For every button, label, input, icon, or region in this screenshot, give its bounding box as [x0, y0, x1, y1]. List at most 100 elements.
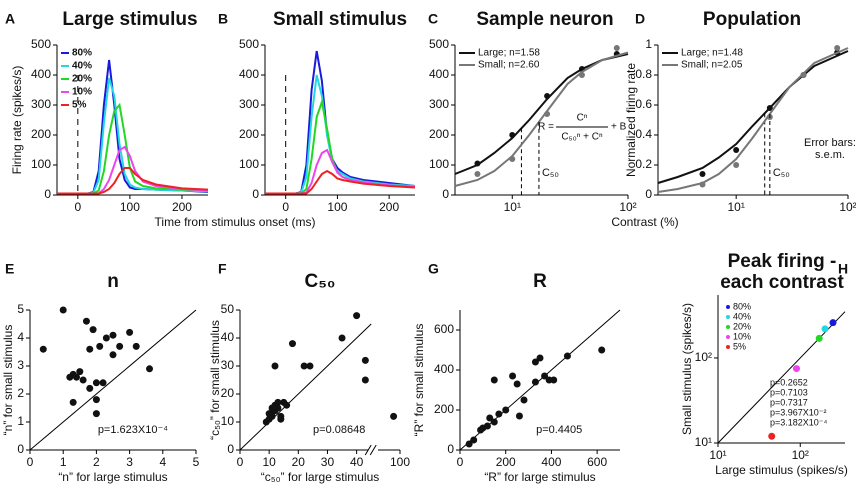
chart-title: Peak firing -	[728, 251, 837, 272]
x-tick-label: 200	[379, 200, 399, 214]
data-point	[465, 440, 473, 448]
panel-label: H	[838, 261, 848, 277]
identity-line	[239, 323, 372, 451]
x-tick-label: 0	[74, 200, 81, 214]
y-tick-label: 50	[221, 302, 235, 316]
data-point	[520, 396, 528, 404]
x-tick-label: 30	[321, 455, 335, 469]
y-tick-label: 5	[17, 302, 24, 316]
data-point	[92, 396, 100, 404]
legend-label: 5%	[72, 100, 87, 111]
legend-label: Large; n=1.48	[681, 48, 743, 59]
y-axis-label: Small stimulus (spikes/s)	[680, 303, 694, 435]
y-tick-label: 0.4	[635, 127, 652, 141]
data-point	[513, 380, 521, 388]
equation: Cⁿ	[577, 113, 588, 124]
data-point	[509, 372, 517, 380]
p-value: p=3.967X10⁻²	[770, 407, 827, 417]
x-tick-label: 200	[496, 455, 516, 469]
legend-label: 10%	[733, 331, 751, 341]
data-point	[268, 412, 276, 420]
data-point	[733, 162, 740, 168]
chart-title: Population	[703, 9, 801, 30]
legend-swatch	[726, 325, 730, 329]
data-point	[92, 410, 100, 418]
data-point	[79, 376, 87, 384]
y-tick-label: 30	[221, 358, 235, 372]
data-point	[274, 398, 282, 406]
data-point	[390, 412, 398, 420]
chart-title: C₅₀	[305, 271, 336, 292]
p-value: p=0.7317	[770, 397, 808, 407]
data-point	[550, 376, 558, 384]
data-point	[338, 334, 346, 342]
data-point	[274, 404, 282, 412]
x-tick-label: 600	[587, 455, 607, 469]
y-tick-label: 400	[31, 67, 51, 81]
data-point	[768, 432, 776, 440]
y-tick-label: 4	[17, 330, 24, 344]
y-tick-label: 100	[239, 157, 259, 171]
data-point	[96, 342, 104, 350]
y-tick-label: 0	[252, 187, 259, 201]
y-tick-label: 10²	[695, 350, 712, 364]
y-tick-label: 0	[645, 187, 652, 201]
y-tick-label: 2	[17, 386, 24, 400]
data-point	[300, 362, 308, 370]
data-point	[306, 362, 314, 370]
y-tick-label: 600	[434, 322, 454, 336]
fit-curve	[454, 53, 629, 175]
chart-title: n	[107, 271, 119, 292]
data-point	[699, 171, 706, 177]
data-point	[495, 410, 503, 418]
data-point	[361, 376, 369, 384]
panel-label: E	[5, 261, 14, 277]
y-tick-label: 200	[239, 127, 259, 141]
chart-title: Large stimulus	[62, 9, 197, 30]
legend-label: 40%	[733, 311, 751, 321]
panel-label: C	[428, 11, 438, 27]
legend-label: Small; n=2.60	[478, 60, 540, 71]
data-point	[288, 340, 296, 348]
y-tick-label: 100	[31, 157, 51, 171]
data-point	[699, 181, 706, 188]
y-tick-label: 300	[31, 97, 51, 111]
y-tick-label: 0.6	[635, 97, 652, 111]
data-point	[509, 132, 516, 138]
identity-line	[717, 311, 846, 444]
data-point	[733, 147, 740, 153]
panel-label: D	[635, 11, 645, 27]
data-point	[66, 373, 74, 381]
data-point	[76, 368, 84, 376]
data-point	[800, 72, 807, 78]
data-point	[563, 352, 571, 360]
y-tick-label: 0	[227, 442, 234, 456]
data-point	[483, 422, 491, 430]
x-axis-label: Time from stimulus onset (ms)	[155, 215, 316, 229]
y-tick-label: 200	[31, 127, 51, 141]
data-point	[92, 379, 100, 387]
y-tick-label: 20	[221, 386, 235, 400]
data-point	[613, 45, 620, 51]
chart-title: Small stimulus	[273, 9, 407, 30]
data-point	[99, 379, 107, 387]
data-point	[829, 319, 837, 327]
x-tick-label: 20	[292, 455, 306, 469]
data-point	[361, 356, 369, 364]
data-point	[82, 317, 90, 325]
x-tick-label: 1	[60, 455, 67, 469]
data-point	[109, 331, 117, 339]
x-tick-label: 10²	[792, 448, 809, 462]
x-tick-label: 100	[390, 455, 410, 469]
data-point	[116, 342, 124, 350]
chart-title: Sample neuron	[476, 9, 613, 30]
data-point	[531, 378, 539, 386]
data-point	[69, 398, 77, 406]
y-tick-label: 400	[429, 67, 449, 81]
data-point	[89, 326, 97, 334]
data-point	[59, 306, 67, 314]
data-point	[39, 345, 47, 353]
x-axis-label: Large stimulus (spikes/s)	[715, 463, 848, 477]
data-point	[536, 354, 544, 362]
